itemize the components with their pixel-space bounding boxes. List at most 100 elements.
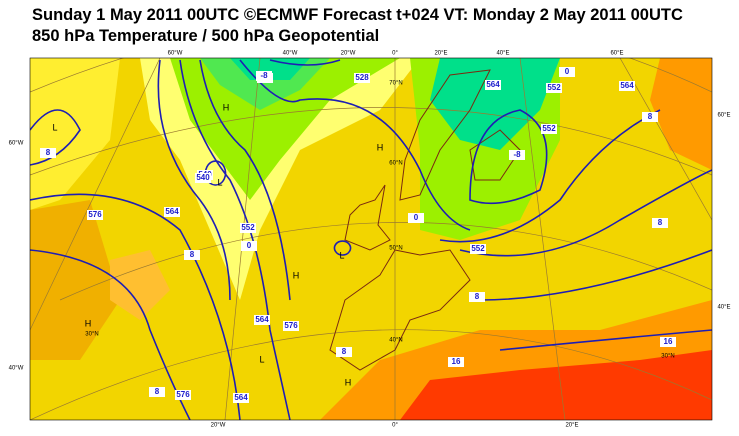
contour-label-bg (149, 387, 165, 397)
subtitle: 850 hPa Temperature / 500 hPa Geopotenti… (32, 27, 379, 45)
contour-label-bg (233, 393, 249, 403)
pressure-center: L (259, 354, 264, 364)
contour-label-bg (283, 321, 299, 331)
contour-label-bg (256, 71, 272, 81)
contour-label: 0 (247, 241, 252, 250)
contour-label: 564 (165, 207, 179, 216)
contour-label: 576 (284, 321, 298, 330)
contour-label-bg (509, 150, 525, 160)
contour-label: 528 (355, 73, 369, 82)
pressure-center: H (223, 102, 230, 112)
contour-label: 552 (471, 244, 485, 253)
contour-label: 552 (542, 124, 556, 133)
contour-label: 576 (88, 210, 102, 219)
grid-label: 20°E (565, 423, 578, 429)
contour-label: 8 (648, 112, 653, 121)
contour-label-bg (241, 241, 257, 251)
grid-label: 20°W (211, 423, 226, 429)
contour-label: 564 (255, 315, 269, 324)
grid-label: 40°N (389, 338, 402, 344)
grid-label: 40°E (717, 305, 730, 311)
contour-label-bg (619, 81, 635, 91)
contour-label: 8 (342, 347, 347, 356)
warm-field (30, 58, 120, 210)
contour-label: 8 (475, 292, 480, 301)
pressure-center: L (339, 250, 344, 260)
contour-label: 8 (190, 250, 195, 259)
contour-label-bg (469, 292, 485, 302)
pressure-center: L (217, 177, 222, 187)
contour-label-bg (470, 244, 486, 254)
contour-label: 8 (155, 387, 160, 396)
contour-label-bg (175, 390, 191, 400)
contour-label: 552 (547, 83, 561, 92)
contour-label-bg (485, 80, 501, 90)
grid-label: 70°N (389, 81, 402, 87)
contour-label: 576 (176, 390, 190, 399)
contour-label-bg (40, 148, 56, 158)
pressure-center: H (345, 377, 352, 387)
contour-label: -8 (260, 71, 268, 80)
contour-label: 8 (658, 218, 663, 227)
contour-labels: -8 528 540 552 0 564 576 8 0 552 564 -8 0 552 564 8 552 8… (40, 67, 676, 403)
grid-label: 20°E (434, 51, 447, 57)
grid-label: 60°W (168, 51, 183, 57)
warm-field (110, 250, 170, 320)
hot-field (650, 58, 712, 170)
contour-label: 564 (234, 393, 248, 402)
contour-label-bg (164, 207, 180, 217)
grid-label: 60°W (9, 141, 24, 147)
contour-label: 8 (46, 148, 51, 157)
very-cold-field (430, 58, 560, 150)
contour-label: 540 (196, 173, 210, 182)
grid-label: 0° (392, 423, 398, 429)
contour-label: 16 (452, 357, 461, 366)
grid-label: 60°N (389, 161, 402, 167)
grid-label: 20°W (341, 51, 356, 57)
contour-label-bg (254, 315, 270, 325)
contour-label-bg (240, 223, 256, 233)
grid-label: 50°N (389, 246, 402, 252)
geopotential-contour (30, 59, 712, 420)
contour-label-bg (336, 347, 352, 357)
coastline (329, 69, 521, 371)
contour-label-bg (195, 173, 211, 183)
grid-label: 30°N (85, 332, 98, 338)
contour-label-bg (559, 67, 575, 77)
map-area (29, 57, 713, 421)
contour-label-bg (660, 337, 676, 347)
contour-label: 564 (486, 80, 500, 89)
contour-label: 552 (241, 223, 255, 232)
grid-label: 40°E (496, 51, 509, 57)
pressure-center: H (377, 142, 384, 152)
contour-label-bg (184, 250, 200, 260)
contour-label: -8 (513, 150, 521, 159)
contour-label: 16 (664, 337, 673, 346)
contour-label-bg (642, 112, 658, 122)
grid-label: 30°N (661, 354, 674, 360)
contour-label-bg (546, 83, 562, 93)
pressure-center: H (293, 270, 300, 280)
very-hot-field (400, 350, 712, 420)
pressure-center: H (85, 318, 92, 328)
contour-label: 564 (620, 81, 634, 90)
contour-label-bg (448, 357, 464, 367)
contour-label-bg (354, 73, 370, 83)
graticule (30, 58, 712, 420)
grid-label: 40°W (283, 51, 298, 57)
contour-label: 0 (414, 213, 419, 222)
grid-label: 60°E (717, 113, 730, 119)
contour-label-bg (408, 213, 424, 223)
map-frame (29, 57, 713, 421)
grid-label: 40°W (9, 366, 24, 372)
title: Sunday 1 May 2011 00UTC ©ECMWF Forecast … (32, 6, 683, 24)
contour-label: 0 (565, 67, 570, 76)
pressure-centers: H L L H L H H L H (52, 102, 383, 387)
grid-labels: 60°W 40°W 20°W 0° 20°E 40°E 60°E 60°E 40… (9, 51, 731, 429)
contour-label-bg (541, 124, 557, 134)
grid-label: 0° (392, 51, 398, 57)
contour-label-bg (87, 210, 103, 220)
contour-label-bg (652, 218, 668, 228)
cool-field (170, 58, 400, 200)
